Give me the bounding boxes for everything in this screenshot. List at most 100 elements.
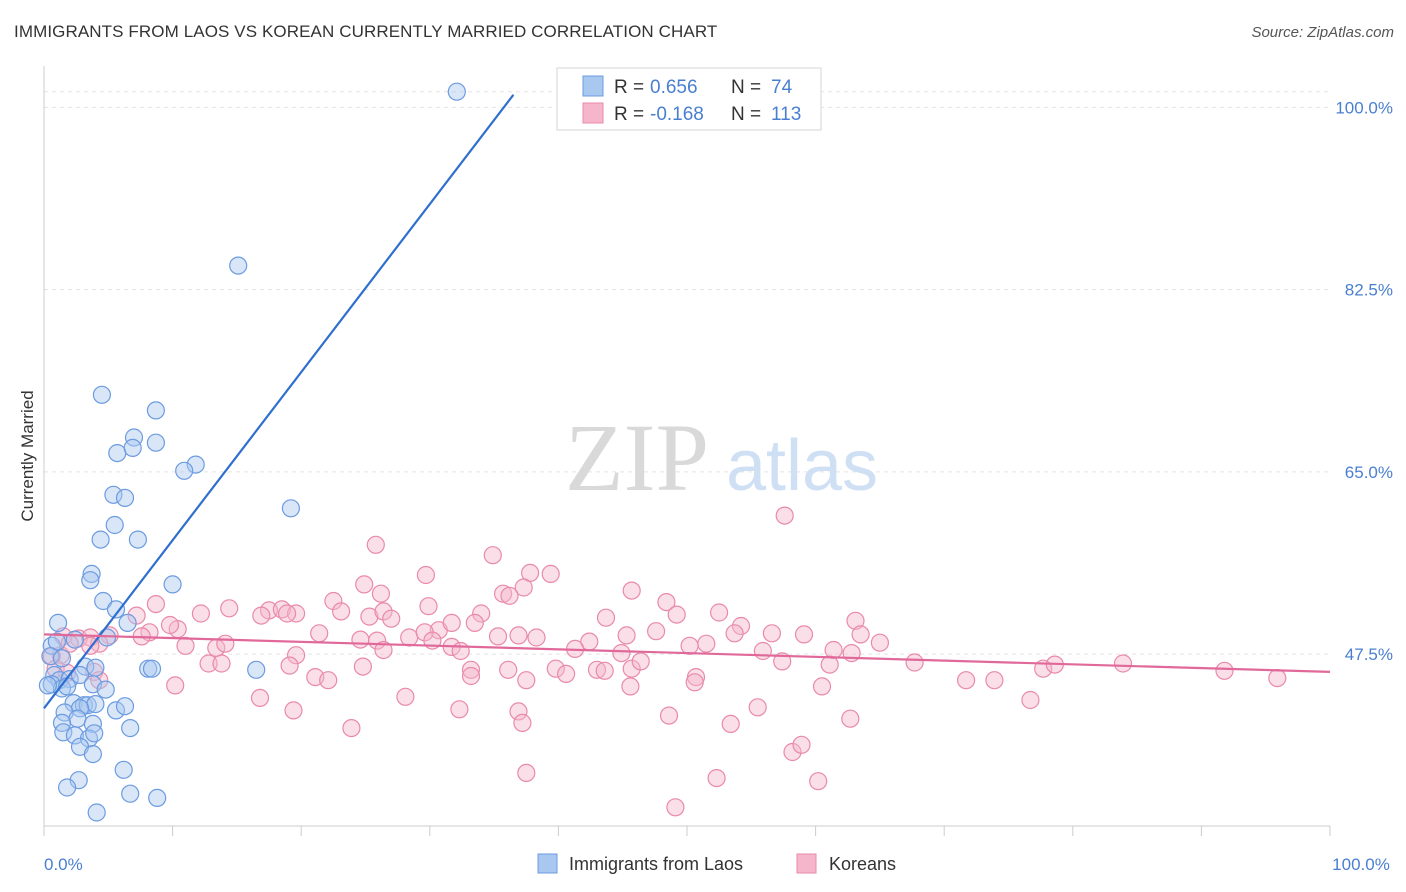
korean-point: [1268, 668, 1287, 688]
laos-point: [87, 803, 106, 822]
korean-point: [846, 611, 865, 630]
laos-point: [91, 530, 110, 549]
korean-point: [500, 586, 519, 605]
laos-point: [115, 488, 135, 507]
stats-legend: R = 0.656 N = 74 R = -0.168 N = 113: [556, 67, 822, 131]
korean-point: [527, 628, 546, 647]
korean-point: [697, 634, 716, 653]
laos-point: [86, 694, 105, 714]
laos-point: [65, 630, 85, 649]
korean-point: [374, 602, 393, 621]
legend-swatch-koreans: [796, 853, 817, 874]
korean-point: [685, 673, 704, 692]
korean-point: [278, 604, 297, 623]
korean-point: [360, 607, 379, 626]
y-axis-label: Currently Married: [18, 390, 37, 521]
laos-point: [186, 455, 205, 474]
korean-point: [396, 687, 415, 706]
korean-point: [666, 798, 685, 817]
korean-point: [416, 565, 435, 585]
korean-point: [191, 604, 210, 623]
laos-point: [247, 660, 266, 679]
legend-label-laos: Immigrants from Laos: [569, 854, 743, 874]
bottom-legend: Immigrants from Laos Koreans: [537, 853, 896, 874]
trend-lines: [43, 94, 1331, 709]
legend-n-label: N =: [731, 77, 761, 98]
korean-point: [707, 768, 726, 788]
korean-point: [319, 671, 338, 690]
laos-point: [41, 647, 60, 666]
koreans-points: [42, 506, 1287, 817]
korean-point: [310, 624, 329, 643]
legend-r-value: 0.656: [650, 77, 698, 98]
laos-point: [92, 385, 112, 404]
laos-point: [447, 82, 466, 101]
korean-point: [792, 735, 811, 754]
laos-point: [52, 649, 72, 668]
laos-point: [175, 461, 194, 480]
korean-point: [353, 657, 372, 676]
laos-point: [60, 669, 79, 689]
korean-point: [499, 660, 518, 679]
laos-point: [118, 613, 137, 633]
korean-point: [280, 656, 299, 675]
korean-point: [731, 616, 751, 636]
laos-point: [83, 714, 103, 734]
korean-point: [366, 535, 385, 554]
korean-point: [451, 641, 470, 661]
korean-point: [400, 628, 419, 647]
x-tick-labels: 0.0% 100.0%: [44, 855, 1390, 874]
chart-title: IMMIGRANTS FROM LAOS VS KOREAN CURRENTLY…: [14, 22, 718, 41]
korean-point: [870, 633, 890, 652]
legend-r-label: R =: [614, 77, 644, 98]
laos-point: [104, 485, 123, 504]
korean-point: [146, 594, 165, 614]
korean-point: [1215, 661, 1234, 680]
korean-point: [355, 575, 374, 594]
korean-point: [212, 654, 231, 673]
korean-point: [517, 671, 536, 690]
korean-point: [659, 706, 679, 725]
korean-point: [351, 630, 370, 649]
korean-point: [905, 653, 924, 672]
korean-point: [725, 624, 744, 643]
laos-point: [148, 788, 167, 808]
laos-point: [121, 784, 140, 803]
korean-point: [824, 640, 843, 660]
korean-point: [509, 702, 528, 721]
korean-point: [483, 546, 502, 565]
laos-point: [81, 571, 100, 590]
legend-row-swatch: [582, 75, 604, 97]
korean-point: [721, 714, 740, 734]
korean-point: [541, 564, 560, 584]
korean-point: [851, 625, 870, 644]
korean-point: [517, 763, 536, 783]
korean-point: [442, 613, 461, 633]
korean-point: [472, 604, 491, 623]
y-tick-label: 65.0%: [1345, 463, 1393, 482]
x-tick-label: 100.0%: [1332, 855, 1390, 874]
legend-r-label: R =: [614, 104, 644, 125]
laos-point: [146, 433, 165, 452]
korean-point: [342, 718, 361, 738]
laos-point: [82, 564, 101, 584]
korean-point: [419, 597, 438, 616]
laos-point: [83, 744, 103, 764]
korean-point: [332, 602, 351, 621]
laos-point: [115, 697, 135, 716]
korean-point: [617, 626, 636, 645]
korean-point: [646, 622, 666, 641]
laos-points: [38, 82, 466, 822]
korean-point: [488, 627, 508, 646]
korean-point: [596, 608, 616, 627]
legend-r-value: -0.168: [650, 104, 704, 125]
y-tick-label: 82.5%: [1345, 281, 1393, 300]
laos-point: [108, 444, 127, 463]
laos-point: [52, 713, 72, 733]
watermark-atlas: atlas: [726, 426, 878, 506]
korean-point: [956, 671, 976, 690]
laos-point: [54, 723, 73, 742]
watermark-zip: ZIP: [565, 404, 709, 511]
korean-point: [461, 666, 481, 686]
laos-point: [106, 600, 126, 619]
